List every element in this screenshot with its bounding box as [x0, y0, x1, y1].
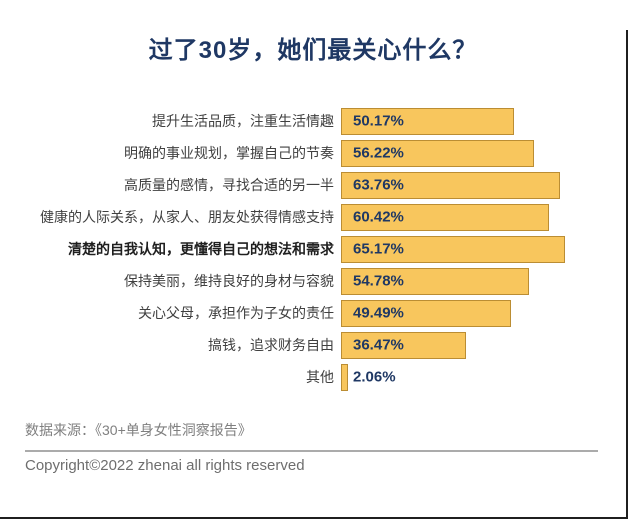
bar: [341, 331, 467, 359]
chart-row: 清楚的自我认知，更懂得自己的想法和需求 65.17%: [0, 233, 626, 265]
bar: [341, 139, 535, 167]
bar: [341, 299, 512, 327]
chart-row: 提升生活品质，注重生活情趣 50.17%: [0, 105, 626, 137]
bar-cell: 54.78%: [341, 267, 626, 295]
bar-value-label: 60.42%: [353, 208, 404, 226]
category-label: 提升生活品质，注重生活情趣: [152, 113, 334, 129]
footer: 数据来源：《30+单身女性洞察报告》 Copyright©2022 zhenai…: [0, 420, 626, 474]
chart-row: 关心父母，承担作为子女的责任 49.49%: [0, 297, 626, 329]
category-label: 健康的人际关系，从家人、朋友处获得情感支持: [40, 209, 334, 225]
bar-value-label: 2.06%: [353, 368, 396, 386]
bar-value-label: 49.49%: [353, 304, 404, 322]
bar: [341, 171, 561, 199]
bar: [341, 267, 530, 295]
bar: [341, 107, 514, 135]
bar-cell: 50.17%: [341, 107, 626, 135]
category-label: 搞钱，追求财务自由: [208, 337, 334, 353]
chart-row: 搞钱，追求财务自由 36.47%: [0, 329, 626, 361]
data-source-note: 数据来源：《30+单身女性洞察报告》: [25, 422, 252, 438]
footer-divider: [25, 450, 598, 452]
bar-cell: 60.42%: [341, 203, 626, 231]
bar-cell: 65.17%: [341, 235, 626, 263]
bar-value-label: 56.22%: [353, 144, 404, 162]
bar-value-label: 36.47%: [353, 336, 404, 354]
chart-row: 保持美丽，维持良好的身材与容貌 54.78%: [0, 265, 626, 297]
bar-cell: 36.47%: [341, 331, 626, 359]
page-title: 过了30岁，她们最关心什么？: [148, 37, 478, 64]
chart-row: 明确的事业规划，掌握自己的节奏 56.22%: [0, 137, 626, 169]
category-label: 清楚的自我认知，更懂得自己的想法和需求: [68, 241, 334, 257]
bar-chart: 提升生活品质，注重生活情趣 50.17% 明确的事业规划，掌握自己的节奏 56.…: [0, 105, 626, 393]
bar-cell: 56.22%: [341, 139, 626, 167]
bar: [341, 235, 566, 263]
bar: [341, 203, 549, 231]
category-label: 明确的事业规划，掌握自己的节奏: [124, 145, 334, 161]
category-label: 关心父母，承担作为子女的责任: [138, 305, 334, 321]
chart-row: 其他 2.06%: [0, 361, 626, 393]
bar-cell: 2.06%: [341, 363, 626, 391]
category-label: 保持美丽，维持良好的身材与容貌: [124, 273, 334, 289]
bar-value-label: 54.78%: [353, 272, 404, 290]
bar-value-label: 63.76%: [353, 176, 404, 194]
bar-cell: 63.76%: [341, 171, 626, 199]
chart-row: 高质量的感情，寻找合适的另一半 63.76%: [0, 169, 626, 201]
bar: [341, 363, 349, 391]
copyright-text: Copyright©2022 zhenai all rights reserve…: [25, 457, 305, 474]
chart-row: 健康的人际关系，从家人、朋友处获得情感支持 60.42%: [0, 201, 626, 233]
category-label: 其他: [306, 369, 334, 385]
bar-value-label: 65.17%: [353, 240, 404, 258]
category-label: 高质量的感情，寻找合适的另一半: [124, 177, 334, 193]
bar-value-label: 50.17%: [353, 112, 404, 130]
bar-cell: 49.49%: [341, 299, 626, 327]
